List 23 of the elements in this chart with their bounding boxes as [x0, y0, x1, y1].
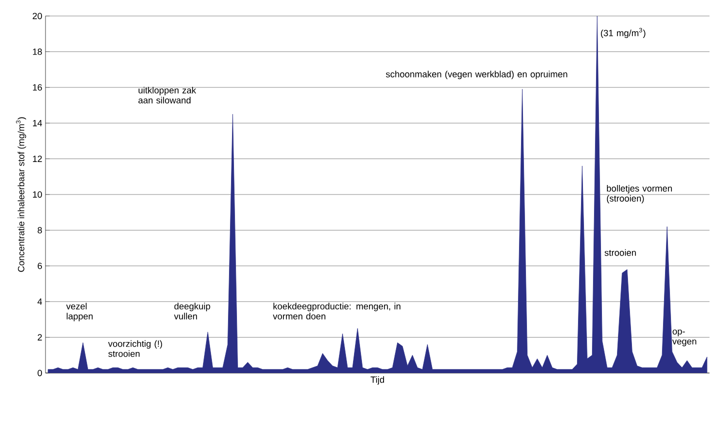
annotation: deegkuip vullen: [174, 302, 210, 320]
annotation: voorzichtig (!) strooien: [108, 340, 162, 357]
y-tick-label: 0: [38, 370, 42, 376]
annotation: strooien: [604, 249, 636, 256]
annotation: vezel lappen: [66, 302, 93, 322]
annotation: uitkloppen zak aan silowand: [138, 86, 196, 104]
y-tick-label: 6: [38, 262, 42, 270]
y-tick-label: 2: [38, 334, 42, 340]
y-tick-label: 14: [32, 120, 42, 126]
y-axis-title: Concentratie inhaleerbaar stof (mg/m$^{3}$): [16, 117, 26, 272]
y-tick-label: 4: [38, 298, 42, 305]
annotation: (31 mg/m$^{3}$): [600, 28, 646, 38]
x-axis-title: Tijd: [370, 376, 384, 385]
y-tick-label: 8: [38, 227, 42, 234]
annotation: bolletjes vormen (strooien): [606, 184, 672, 204]
y-tick-label: 10: [32, 191, 42, 198]
annotation: schoonmaken (vegen werkblad) en opruimen: [386, 70, 568, 80]
annotation: op-vegen: [672, 330, 696, 346]
y-tick-label: 20: [32, 12, 42, 20]
y-tick-label: 16: [32, 84, 42, 91]
y-tick-label: 12: [32, 156, 42, 162]
y-tick-label: 18: [32, 48, 42, 55]
annotation: koekdeegproductie: mengen, in vormen doen: [272, 302, 400, 320]
